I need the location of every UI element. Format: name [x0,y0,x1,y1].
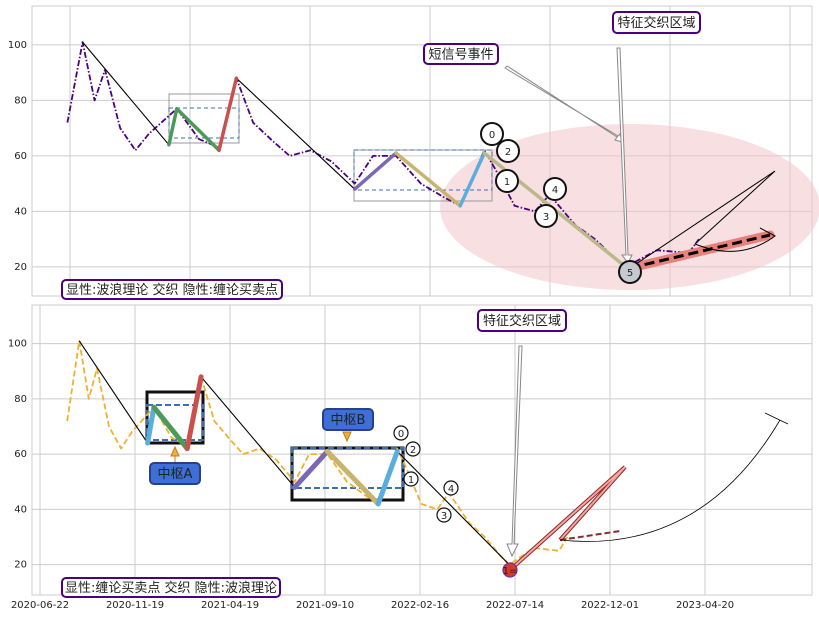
x-tick-label: 2021-04-19 [201,600,259,611]
wave-label: 2 [410,445,416,456]
x-tick-label: 2021-09-10 [296,600,354,611]
annotation-box [61,279,283,300]
projection [629,170,776,269]
y-tick-label: 60 [14,151,27,162]
wave-segment [324,448,381,507]
wave-marker [534,204,558,228]
arrow [342,431,352,443]
projection [629,233,771,270]
annotation-box [612,11,701,34]
wave-segment [375,448,400,507]
annotation: 显性:波浪理论 交织 隐性:缠论买卖点 [66,282,278,298]
arrow [170,445,180,462]
pivot-box [291,447,404,489]
y-tick-label: 100 [8,40,27,51]
wave-marker [495,169,519,193]
wave-label: 3 [543,212,549,223]
x-tick-label: 2020-06-22 [11,600,69,611]
wave-segment [394,151,462,208]
x-tick-label: 2022-07-14 [486,600,544,611]
wave-segment [167,106,221,153]
pivot-box [353,149,493,191]
annotation-box [149,462,201,485]
y-tick-label: 40 [14,504,27,515]
wave-segment [352,151,398,191]
price-line [66,340,569,566]
wave-label: 3 [441,511,447,522]
wave-marker [405,441,421,457]
x-tick-label: 2020-11-19 [106,600,164,611]
arrow [506,345,523,558]
x-tick-label: 2022-12-01 [581,600,639,611]
wave-label: 4 [448,484,454,495]
projection [509,466,626,571]
wave-label: 0 [398,429,404,440]
wave-marker [543,177,567,201]
annotation-box [322,408,374,431]
y-tick-label: 40 [14,206,27,217]
annotation: 特征交织区域 [617,15,695,31]
wave-marker [393,425,409,441]
wave-segment [145,404,157,446]
wave-label: 1 [504,177,510,188]
wave-segment [151,404,190,452]
projection [694,227,776,252]
annotation: 中枢A [158,467,193,482]
annotation-box [423,43,499,65]
projection [559,412,789,542]
wave-segment [458,151,487,208]
annotation: 特征交织区域 [483,313,561,329]
annotation-box [477,309,567,332]
projections [170,47,789,572]
x-tick-label: 2022-02-16 [391,600,449,611]
wave-label: 0 [489,130,495,141]
wave-segment [217,76,239,153]
annotation: 短信号事件 [428,48,493,63]
annotation: 中枢B [331,413,366,428]
wave-marker [436,507,452,523]
pivot-box [168,107,240,139]
annotation: 显性:缠论买卖点 交织 隐性:波浪理论 [65,580,277,596]
wave-marker [618,260,642,284]
projection [559,530,621,541]
pivot-boxes [145,93,493,502]
wave-label: 1 [408,475,414,486]
wave-label: 1= [503,566,518,577]
annotation-box [61,577,281,598]
y-tick-label: 20 [14,560,27,571]
wave-marker [502,562,518,578]
x-tick-label: 2023-04-20 [676,600,734,611]
y-tick-label: 80 [14,95,27,106]
y-tick-label: 60 [14,449,27,460]
panel-bottom [31,304,813,596]
arrow [616,47,633,264]
wave-marker [496,139,520,163]
wave-label: 5 [627,268,633,279]
wave-marker [443,480,459,496]
wave-segment [184,374,204,452]
pivot-box [146,404,204,441]
wave-label: 4 [552,185,558,196]
y-tick-label: 80 [14,394,27,405]
y-tick-label: 20 [14,262,27,273]
y-tick-label: 100 [8,339,27,350]
wave-label: 2 [505,147,511,158]
wave-marker [480,122,504,146]
wave-marker [403,471,419,487]
wave-segment [292,448,330,490]
